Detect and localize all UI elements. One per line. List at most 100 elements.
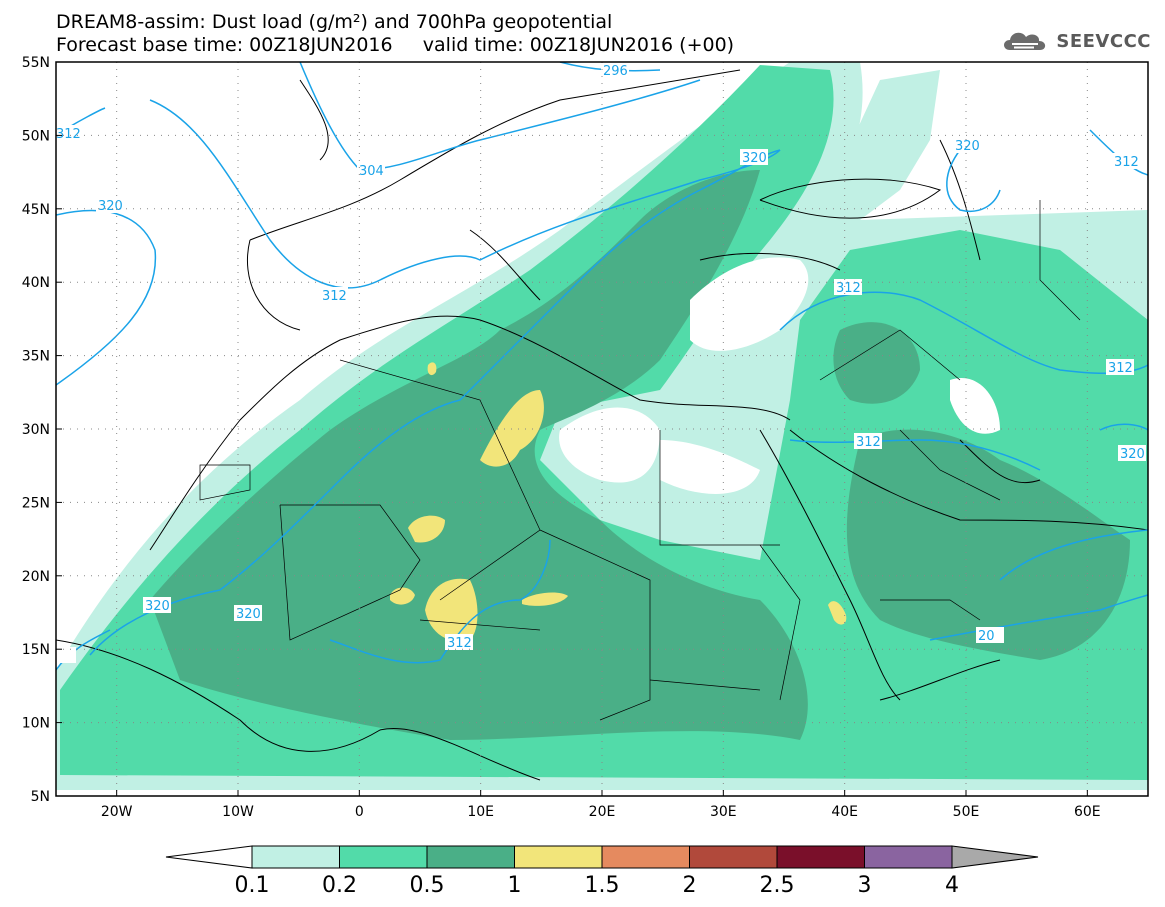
coast-caspian [939,139,981,261]
dust-spot-6 [828,601,847,625]
dust-layer-0-5-iraq [833,322,920,404]
lat-tick-label: 30N [22,422,50,438]
coast-red-sea [759,429,901,701]
map-title: DREAM8-assim: Dust load (g/m²) and 700hP… [56,11,613,33]
colorbar-over-arrow [951,845,1039,869]
colorbar-segment [339,845,428,869]
cloud-logo-icon [1004,32,1046,50]
brand-logo: SEEVCCC [1000,26,1151,56]
coast-iberia [246,239,301,331]
contour-320-atlantic [56,209,157,386]
lon-tick-label: 20W [101,804,133,820]
contour-label: 320 [1120,447,1145,462]
contour-312-gulf [1099,423,1148,431]
contour-label: 312 [322,289,347,304]
colorbar-label: 1.5 [585,873,620,898]
lat-tick-label: 35N [22,349,50,365]
coast-uk [299,79,329,161]
dust-spot-2 [408,515,445,543]
lon-tick-label: 40E [831,804,858,820]
lon-tick-label: 10W [222,804,254,820]
contour-label: 312 [447,636,472,651]
contour-label: 312 [1114,155,1139,170]
coast-europe [249,69,741,241]
dust-spot-5 [522,592,568,606]
contour-label: 320 [236,607,261,622]
contour-320-arabia [999,529,1148,581]
lon-tick-label: 50E [953,804,980,820]
lat-tick-label: 25N [22,495,50,511]
contour-312-east [779,291,1148,375]
coast-horn-africa [879,659,1001,701]
contour-label: 312 [56,127,81,142]
coast-africa-south [56,639,541,781]
dust-free-egypt [660,440,760,494]
longitude-axis: 20W 10W 0 10E 20E 30E 40E 50E 60E [101,790,1101,820]
colorbar-segment [426,845,515,869]
colorbar: 0.1 0.2 0.5 1 1.5 2 2.5 3 4 [165,845,1039,898]
lat-tick-label: 50N [22,128,50,144]
colorbar-segment [251,845,340,869]
contour-label: 320 [98,199,123,214]
contour-320-west [56,629,111,671]
dust-free-iran [950,378,1000,434]
dust-layer-0-5-west [150,170,808,740]
lat-tick-label: 15N [22,642,50,658]
brand-name: SEEVCCC [1056,30,1151,52]
colorbar-label: 0.5 [410,873,445,898]
contour-label: 320 [955,139,980,154]
colorbar-under-arrow [165,845,253,869]
dust-spot-3 [425,578,478,642]
contour-label: 20 [978,629,995,644]
contour-label: 312 [1108,361,1133,376]
lat-tick-label: 40N [22,275,50,291]
colorbar-label: 2.5 [760,873,795,898]
colorbar-label: 4 [945,873,959,898]
graticule [56,62,1148,796]
geopotential-contours [56,62,1148,671]
contour-320-caspian [946,149,1001,212]
coast-africa-west [149,315,791,551]
contour-304 [299,62,701,171]
contour-label: 312 [856,435,881,450]
colorbar-segment [776,845,865,869]
lat-tick-label: 10N [22,716,50,732]
colorbar-label: 1 [508,873,522,898]
colorbar-label: 2 [683,873,697,898]
colorbar-label: 0.1 [235,873,270,898]
colorbar-segment [689,845,778,869]
dust-free-mediterranean [690,257,809,351]
map-subtitle: Forecast base time: 00Z18JUN2016 valid t… [56,34,735,56]
coast-black-sea [759,178,942,219]
contour-312-iberia [149,99,781,289]
contour-320-main [89,149,781,656]
dust-spot-1 [480,390,544,467]
lon-tick-label: 60E [1074,804,1101,820]
colorbar-label: 0.2 [322,873,357,898]
contour-label: 320 [742,151,767,166]
lat-tick-label: 20N [22,569,50,585]
colorbar-segment [601,845,690,869]
colorbar-segment [864,845,953,869]
lon-tick-label: 30E [710,804,737,820]
contour-320-sahel [329,539,551,664]
latitude-axis: 55N 50N 45N 40N 35N 30N 25N 20N 15N 10N 5N [22,55,62,805]
dust-layer-0-5-arabia [846,429,1130,660]
coast-persian-gulf [959,439,1041,484]
contour-labels: 312 296 304 320 312 320 312 320 312 312 … [54,62,1146,663]
colorbar-label: 3 [858,873,872,898]
lat-tick-label: 55N [22,55,50,71]
contour-label: 312 [836,281,861,296]
coastlines [56,69,1148,781]
lon-tick-label: 10E [467,804,494,820]
contour-312-arabia [929,594,1148,641]
borders [199,200,1081,721]
colorbar-segment [514,845,603,869]
lon-tick-label: 20E [589,804,616,820]
coast-anatolia [699,252,841,271]
coast-arabia [789,429,1148,531]
dust-free-libya [559,407,660,483]
contour-label: 320 [145,599,170,614]
dust-spot-7 [427,362,437,376]
